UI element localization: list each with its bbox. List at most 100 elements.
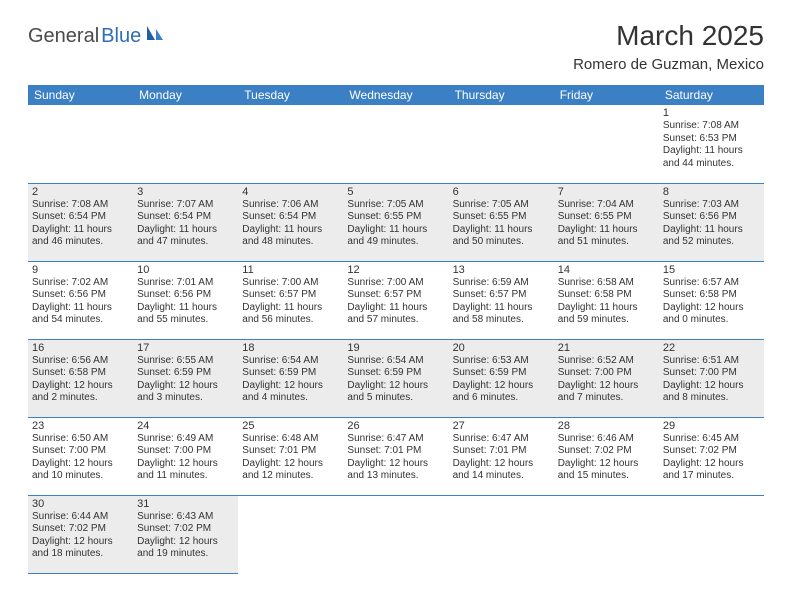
daylight-text: Daylight: 12 hours and 18 minutes. — [32, 536, 129, 561]
empty-cell — [659, 495, 764, 573]
day-header-thursday: Thursday — [449, 85, 554, 105]
day-cell-31: 31Sunrise: 6:43 AMSunset: 7:02 PMDayligh… — [133, 495, 238, 573]
day-header-wednesday: Wednesday — [343, 85, 448, 105]
sunset-text: Sunset: 7:02 PM — [137, 523, 234, 536]
day-info: Sunrise: 7:03 AMSunset: 6:56 PMDaylight:… — [663, 199, 760, 249]
daylight-text: Daylight: 11 hours and 49 minutes. — [347, 224, 444, 249]
sunrise-text: Sunrise: 6:52 AM — [558, 355, 655, 368]
day-number: 7 — [558, 186, 655, 198]
day-info: Sunrise: 7:08 AMSunset: 6:54 PMDaylight:… — [32, 199, 129, 249]
day-cell-17: 17Sunrise: 6:55 AMSunset: 6:59 PMDayligh… — [133, 339, 238, 417]
week-row: 9Sunrise: 7:02 AMSunset: 6:56 PMDaylight… — [28, 261, 764, 339]
daylight-text: Daylight: 12 hours and 12 minutes. — [242, 458, 339, 483]
day-number: 23 — [32, 420, 129, 432]
day-cell-29: 29Sunrise: 6:45 AMSunset: 7:02 PMDayligh… — [659, 417, 764, 495]
day-cell-4: 4Sunrise: 7:06 AMSunset: 6:54 PMDaylight… — [238, 183, 343, 261]
daylight-text: Daylight: 12 hours and 17 minutes. — [663, 458, 760, 483]
sunset-text: Sunset: 6:54 PM — [32, 211, 129, 224]
day-header-sunday: Sunday — [28, 85, 133, 105]
day-info: Sunrise: 7:05 AMSunset: 6:55 PMDaylight:… — [347, 199, 444, 249]
sunrise-text: Sunrise: 6:50 AM — [32, 433, 129, 446]
day-number: 2 — [32, 186, 129, 198]
sunrise-text: Sunrise: 6:59 AM — [453, 277, 550, 290]
day-cell-11: 11Sunrise: 7:00 AMSunset: 6:57 PMDayligh… — [238, 261, 343, 339]
day-cell-24: 24Sunrise: 6:49 AMSunset: 7:00 PMDayligh… — [133, 417, 238, 495]
daylight-text: Daylight: 12 hours and 7 minutes. — [558, 380, 655, 405]
day-number: 27 — [453, 420, 550, 432]
day-info: Sunrise: 6:53 AMSunset: 6:59 PMDaylight:… — [453, 355, 550, 405]
day-info: Sunrise: 6:54 AMSunset: 6:59 PMDaylight:… — [242, 355, 339, 405]
daylight-text: Daylight: 11 hours and 44 minutes. — [663, 145, 760, 170]
sunrise-text: Sunrise: 7:08 AM — [32, 199, 129, 212]
day-info: Sunrise: 7:04 AMSunset: 6:55 PMDaylight:… — [558, 199, 655, 249]
sunrise-text: Sunrise: 6:43 AM — [137, 511, 234, 524]
day-number: 8 — [663, 186, 760, 198]
sunrise-text: Sunrise: 6:51 AM — [663, 355, 760, 368]
day-info: Sunrise: 6:47 AMSunset: 7:01 PMDaylight:… — [453, 433, 550, 483]
day-cell-21: 21Sunrise: 6:52 AMSunset: 7:00 PMDayligh… — [554, 339, 659, 417]
day-header-tuesday: Tuesday — [238, 85, 343, 105]
week-row: 16Sunrise: 6:56 AMSunset: 6:58 PMDayligh… — [28, 339, 764, 417]
empty-cell — [343, 105, 448, 183]
day-number: 1 — [663, 107, 760, 119]
calendar-body: 1Sunrise: 7:08 AMSunset: 6:53 PMDaylight… — [28, 105, 764, 573]
daylight-text: Daylight: 11 hours and 52 minutes. — [663, 224, 760, 249]
sunset-text: Sunset: 7:02 PM — [663, 445, 760, 458]
sunrise-text: Sunrise: 6:58 AM — [558, 277, 655, 290]
daylight-text: Daylight: 12 hours and 6 minutes. — [453, 380, 550, 405]
sunset-text: Sunset: 7:02 PM — [32, 523, 129, 536]
day-number: 30 — [32, 498, 129, 510]
week-row: 1Sunrise: 7:08 AMSunset: 6:53 PMDaylight… — [28, 105, 764, 183]
sunset-text: Sunset: 7:01 PM — [453, 445, 550, 458]
month-title: March 2025 — [573, 20, 764, 52]
day-info: Sunrise: 6:57 AMSunset: 6:58 PMDaylight:… — [663, 277, 760, 327]
daylight-text: Daylight: 12 hours and 0 minutes. — [663, 302, 760, 327]
day-cell-22: 22Sunrise: 6:51 AMSunset: 7:00 PMDayligh… — [659, 339, 764, 417]
sunrise-text: Sunrise: 6:47 AM — [453, 433, 550, 446]
daylight-text: Daylight: 12 hours and 13 minutes. — [347, 458, 444, 483]
daylight-text: Daylight: 11 hours and 50 minutes. — [453, 224, 550, 249]
day-cell-9: 9Sunrise: 7:02 AMSunset: 6:56 PMDaylight… — [28, 261, 133, 339]
daylight-text: Daylight: 11 hours and 59 minutes. — [558, 302, 655, 327]
day-cell-5: 5Sunrise: 7:05 AMSunset: 6:55 PMDaylight… — [343, 183, 448, 261]
day-number: 18 — [242, 342, 339, 354]
logo-text-blue: Blue — [101, 25, 141, 48]
day-info: Sunrise: 7:08 AMSunset: 6:53 PMDaylight:… — [663, 120, 760, 170]
day-info: Sunrise: 7:01 AMSunset: 6:56 PMDaylight:… — [137, 277, 234, 327]
day-cell-10: 10Sunrise: 7:01 AMSunset: 6:56 PMDayligh… — [133, 261, 238, 339]
sunrise-text: Sunrise: 6:47 AM — [347, 433, 444, 446]
week-row: 23Sunrise: 6:50 AMSunset: 7:00 PMDayligh… — [28, 417, 764, 495]
sunrise-text: Sunrise: 6:56 AM — [32, 355, 129, 368]
sunset-text: Sunset: 6:55 PM — [347, 211, 444, 224]
day-number: 15 — [663, 264, 760, 276]
day-number: 26 — [347, 420, 444, 432]
daylight-text: Daylight: 12 hours and 19 minutes. — [137, 536, 234, 561]
day-cell-15: 15Sunrise: 6:57 AMSunset: 6:58 PMDayligh… — [659, 261, 764, 339]
daylight-text: Daylight: 11 hours and 48 minutes. — [242, 224, 339, 249]
sunrise-text: Sunrise: 7:06 AM — [242, 199, 339, 212]
sunset-text: Sunset: 7:00 PM — [663, 367, 760, 380]
day-cell-16: 16Sunrise: 6:56 AMSunset: 6:58 PMDayligh… — [28, 339, 133, 417]
day-info: Sunrise: 7:05 AMSunset: 6:55 PMDaylight:… — [453, 199, 550, 249]
day-cell-6: 6Sunrise: 7:05 AMSunset: 6:55 PMDaylight… — [449, 183, 554, 261]
day-number: 21 — [558, 342, 655, 354]
day-header-friday: Friday — [554, 85, 659, 105]
day-info: Sunrise: 6:55 AMSunset: 6:59 PMDaylight:… — [137, 355, 234, 405]
empty-cell — [449, 105, 554, 183]
sunrise-text: Sunrise: 7:00 AM — [242, 277, 339, 290]
daylight-text: Daylight: 11 hours and 54 minutes. — [32, 302, 129, 327]
day-info: Sunrise: 7:00 AMSunset: 6:57 PMDaylight:… — [242, 277, 339, 327]
daylight-text: Daylight: 12 hours and 15 minutes. — [558, 458, 655, 483]
sunset-text: Sunset: 6:56 PM — [663, 211, 760, 224]
day-number: 19 — [347, 342, 444, 354]
calendar-page: GeneralBlue March 2025 Romero de Guzman,… — [0, 0, 792, 594]
sunrise-text: Sunrise: 6:45 AM — [663, 433, 760, 446]
sunrise-text: Sunrise: 6:57 AM — [663, 277, 760, 290]
day-info: Sunrise: 6:46 AMSunset: 7:02 PMDaylight:… — [558, 433, 655, 483]
day-info: Sunrise: 6:47 AMSunset: 7:01 PMDaylight:… — [347, 433, 444, 483]
daylight-text: Daylight: 11 hours and 55 minutes. — [137, 302, 234, 327]
sunrise-text: Sunrise: 6:54 AM — [242, 355, 339, 368]
day-cell-28: 28Sunrise: 6:46 AMSunset: 7:02 PMDayligh… — [554, 417, 659, 495]
sunset-text: Sunset: 6:55 PM — [558, 211, 655, 224]
day-info: Sunrise: 7:06 AMSunset: 6:54 PMDaylight:… — [242, 199, 339, 249]
